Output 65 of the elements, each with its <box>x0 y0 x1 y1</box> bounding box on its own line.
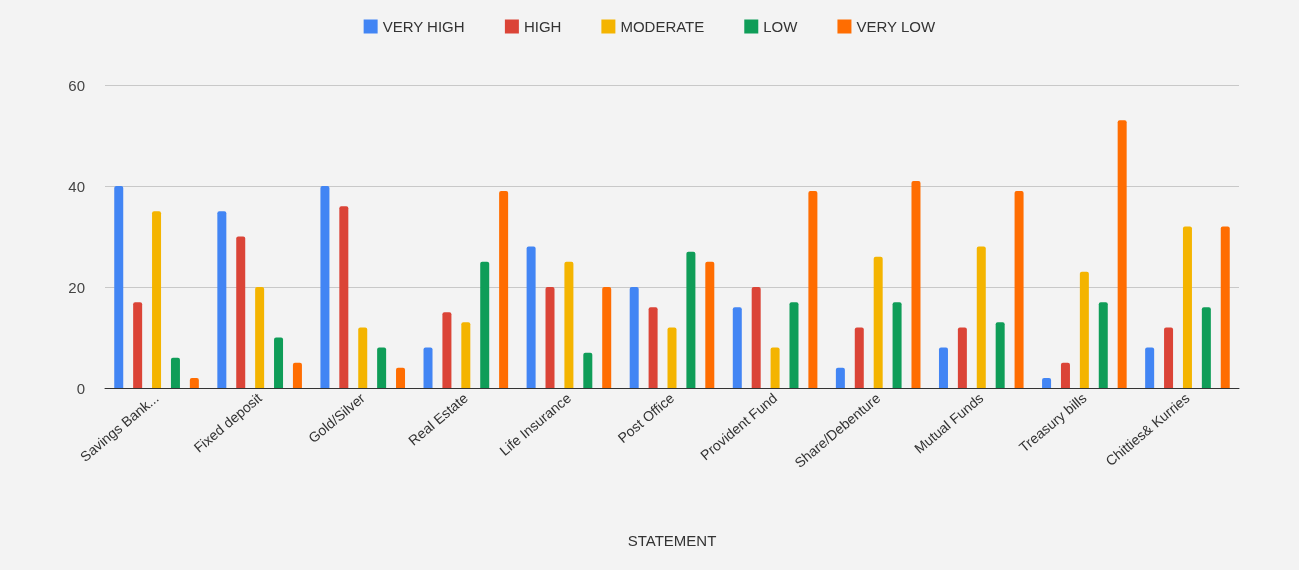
bar <box>1164 327 1174 388</box>
bar <box>423 347 433 388</box>
bar <box>152 211 162 388</box>
bar <box>892 302 902 388</box>
bar <box>236 236 246 388</box>
bar <box>1201 307 1211 388</box>
bar <box>189 377 199 388</box>
bar <box>480 261 490 388</box>
bar <box>1117 120 1127 388</box>
bar <box>377 347 387 388</box>
bar <box>629 287 639 388</box>
legend-label: MODERATE <box>620 18 705 35</box>
bar <box>274 337 284 388</box>
bar <box>255 287 265 388</box>
bar <box>957 327 967 388</box>
bar <box>976 246 986 388</box>
legend-label: HIGH <box>523 18 562 35</box>
bar <box>114 186 124 388</box>
bar <box>602 287 612 388</box>
bar <box>1042 377 1052 388</box>
bar <box>686 251 696 388</box>
bar <box>667 327 677 388</box>
legend-label: LOW <box>763 18 799 35</box>
bar <box>808 191 818 388</box>
bar <box>1098 302 1108 388</box>
bar <box>911 180 921 388</box>
bar <box>545 287 555 388</box>
bar <box>358 327 368 388</box>
bar <box>648 307 658 388</box>
bar <box>1060 362 1070 388</box>
bar <box>751 287 761 388</box>
bar <box>499 191 509 388</box>
bar <box>133 302 143 388</box>
bar <box>292 362 302 388</box>
bar <box>339 206 349 388</box>
bar <box>170 357 180 388</box>
bar <box>564 261 574 388</box>
bar <box>1079 271 1089 388</box>
bar <box>1182 226 1192 388</box>
bar <box>854 327 864 388</box>
y-tick-label: 40 <box>68 177 85 195</box>
legend-label: VERY HIGH <box>382 18 465 35</box>
bar <box>789 302 799 388</box>
bar <box>1145 347 1155 388</box>
bar <box>461 322 471 388</box>
bar <box>583 352 593 388</box>
bar <box>770 347 780 388</box>
bar <box>526 246 536 388</box>
legend-label: VERY LOW <box>856 18 936 35</box>
bar <box>217 211 227 388</box>
bar <box>1220 226 1230 388</box>
bar <box>995 322 1005 388</box>
bar <box>938 347 948 388</box>
bar <box>1014 191 1024 388</box>
bar <box>732 307 742 388</box>
bar <box>873 256 883 388</box>
bar <box>320 186 330 388</box>
x-axis-title: STATEMENT <box>627 532 717 549</box>
bar <box>705 261 715 388</box>
bar <box>442 312 452 388</box>
bar <box>835 367 845 388</box>
y-tick-label: 20 <box>68 278 85 296</box>
y-tick-label: 0 <box>76 379 85 397</box>
y-tick-label: 60 <box>68 76 85 94</box>
bar <box>396 367 406 388</box>
